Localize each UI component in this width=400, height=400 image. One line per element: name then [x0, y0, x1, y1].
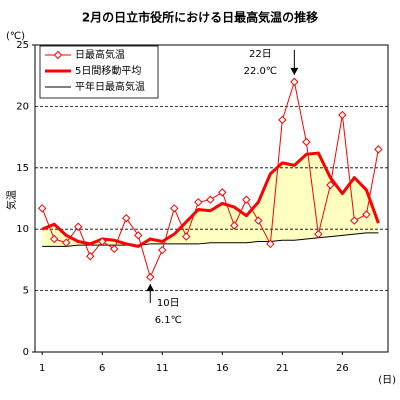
marker	[290, 77, 299, 87]
marker	[362, 210, 371, 219]
marker	[182, 232, 191, 241]
marker	[206, 195, 215, 204]
y-tick-label: 5	[23, 286, 29, 297]
legend-label: 日最高気温	[75, 48, 125, 61]
x-unit: (日)	[378, 375, 396, 386]
marker	[170, 204, 179, 213]
marker	[50, 234, 59, 244]
x-tick-label: 16	[216, 363, 229, 374]
marker	[374, 145, 383, 154]
x-tick-label: 21	[276, 363, 289, 374]
y-tick-label: 0	[23, 347, 29, 358]
y-label: 気温	[5, 190, 18, 210]
arrow-head	[290, 67, 299, 75]
y-tick-label: 20	[16, 101, 29, 112]
marker	[86, 252, 95, 261]
area-fill	[42, 153, 379, 247]
marker	[74, 222, 83, 231]
marker	[242, 195, 251, 204]
annotation-text: 22日	[249, 49, 272, 60]
legend-label: 平年日最高気温	[75, 80, 145, 93]
annotation-text: 10日	[157, 298, 180, 309]
legend-marker	[53, 50, 63, 60]
marker	[146, 272, 155, 282]
marker	[218, 188, 227, 197]
marker	[266, 239, 275, 249]
marker	[254, 216, 263, 225]
series-line	[42, 232, 379, 247]
plot-frame	[34, 44, 389, 353]
y-unit: (℃)	[6, 31, 25, 42]
marker	[37, 204, 47, 213]
series-line	[41, 151, 380, 248]
marker	[338, 110, 347, 120]
marker	[302, 137, 311, 147]
x-tick-label: 11	[156, 363, 169, 374]
x-tick-label: 1	[39, 363, 45, 374]
annotation-text: 22.0℃	[244, 66, 278, 77]
marker	[350, 216, 359, 225]
arrow-head	[146, 284, 155, 292]
marker	[194, 197, 203, 207]
y-tick-label: 10	[16, 224, 29, 235]
marker	[122, 213, 131, 223]
legend-label: 5日間移動平均	[75, 64, 141, 77]
y-tick-label: 25	[16, 40, 29, 51]
marker	[158, 245, 167, 255]
marker	[98, 237, 107, 246]
y-tick-label: 15	[16, 163, 29, 174]
marker	[230, 221, 239, 230]
marker	[314, 229, 323, 239]
marker	[134, 231, 143, 240]
x-tick-label: 26	[336, 363, 349, 374]
x-tick-label: 6	[99, 363, 105, 374]
marker	[278, 115, 287, 125]
marker	[326, 180, 335, 190]
chart-title: 2月の日立市役所における日最高気温の推移	[82, 10, 318, 25]
marker	[110, 244, 119, 254]
annotation-text: 6.1℃	[155, 315, 182, 326]
marker	[62, 238, 71, 247]
